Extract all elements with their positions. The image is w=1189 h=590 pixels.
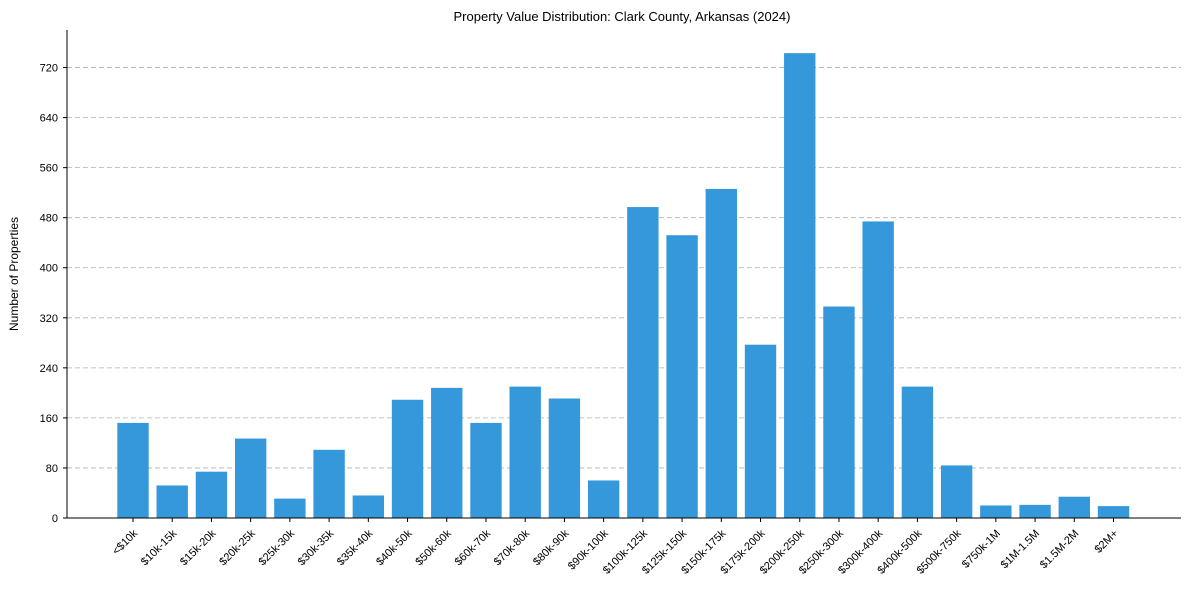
bar-19 [862, 221, 894, 518]
bar-3 [234, 438, 267, 518]
bar-12 [587, 480, 620, 518]
y-axis-label: Number of Properties [7, 217, 21, 331]
bar-8 [431, 387, 463, 518]
y-tick-label-720: 720 [40, 63, 58, 75]
bar-13 [627, 207, 659, 519]
x-tick-label-0: <$10k [110, 527, 140, 557]
x-tick-label-24: $1.5M-2M [1038, 528, 1082, 572]
bar-9 [470, 422, 502, 518]
x-tick-label-6: $35k-40k [335, 527, 376, 568]
x-tick-label-1: $10k-15k [139, 527, 180, 568]
x-tick-label-10: $70k-80k [492, 527, 533, 568]
bar-24 [1058, 496, 1090, 518]
x-tick-label-4: $25k-30k [257, 527, 298, 568]
x-tick-label-23: $1M-1.5M [999, 528, 1043, 572]
bar-1 [156, 485, 188, 518]
chart-title: Property Value Distribution: Clark Count… [454, 9, 791, 24]
y-tick-label-560: 560 [40, 163, 58, 175]
bar-10 [509, 386, 541, 518]
bar-7 [391, 399, 424, 518]
y-tick-label-80: 80 [46, 463, 58, 475]
bar-6 [352, 495, 385, 518]
x-tick-label-5: $30k-35k [296, 527, 337, 568]
y-tick-label-0: 0 [52, 513, 58, 525]
x-tick-label-11: $80k-90k [531, 527, 572, 568]
y-ticks-layer: 0 80 160 240 320 400 480 560 640 720 [40, 63, 67, 525]
bar-5 [313, 449, 345, 518]
bar-4 [274, 498, 306, 518]
bar-16 [744, 344, 777, 518]
y-tick-label-640: 640 [40, 113, 58, 125]
bar-2 [195, 471, 228, 518]
bar-21 [940, 465, 973, 518]
x-tick-label-8: $50k-60k [413, 527, 454, 568]
bar-0 [117, 422, 149, 518]
bar-15 [705, 188, 737, 518]
bar-18 [823, 306, 855, 518]
x-tick-label-22: $750k-1M [960, 528, 1003, 571]
y-tick-label-160: 160 [40, 413, 58, 425]
y-tick-label-400: 400 [40, 263, 58, 275]
grid-layer [67, 67, 1181, 469]
bar-14 [666, 235, 698, 518]
x-tick-label-3: $20k-25k [217, 527, 258, 568]
x-tick-label-7: $40k-50k [374, 527, 415, 568]
x-tick-label-25: $2M+ [1092, 528, 1120, 556]
bar-17 [784, 53, 816, 519]
bar-23 [1019, 504, 1051, 518]
bar-25 [1097, 506, 1130, 518]
y-tick-label-480: 480 [40, 213, 58, 225]
bar-11 [548, 398, 581, 518]
axes-layer [66, 30, 1181, 519]
x-tick-label-2: $15k-20k [178, 527, 219, 568]
y-tick-label-240: 240 [40, 363, 58, 375]
x-ticks-layer: <$10k$10k-15k$15k-20k$20k-25k$25k-30k$30… [110, 518, 1121, 577]
bar-20 [901, 386, 934, 518]
y-tick-label-320: 320 [40, 313, 58, 325]
bar-22 [980, 505, 1012, 518]
bars-layer [117, 53, 1130, 519]
x-tick-label-9: $60k-70k [453, 527, 494, 568]
